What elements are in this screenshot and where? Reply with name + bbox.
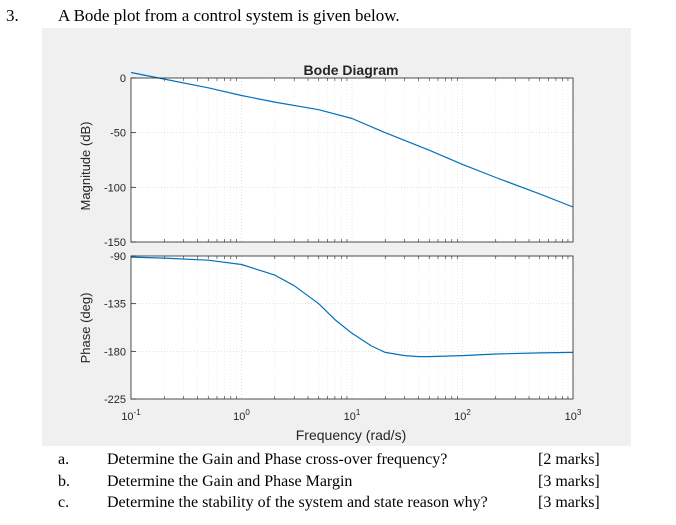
sub-question-marks: [2 marks] bbox=[538, 451, 600, 468]
sub-question-label: b. bbox=[58, 473, 70, 490]
question-text: A Bode plot from a control system is giv… bbox=[58, 6, 400, 25]
x-tick-label: 102 bbox=[454, 408, 471, 423]
sub-question-text: Determine the Gain and Phase Margin bbox=[107, 473, 353, 490]
sub-question-a: a. Determine the Gain and Phase cross-ov… bbox=[0, 451, 676, 472]
sub-question-text: Determine the stability of the system an… bbox=[107, 494, 488, 511]
phase-y-tick-label: -135 bbox=[104, 299, 126, 311]
phase-axes-box bbox=[130, 255, 574, 400]
x-tick-label: 103 bbox=[565, 408, 582, 423]
magnitude-y-label: Magnitude (dB) bbox=[78, 122, 93, 211]
question-number: 3. bbox=[6, 6, 19, 25]
sub-question-c: c. Determine the stability of the system… bbox=[0, 494, 676, 515]
bode-figure: Bode Diagram Frequency (rad/s) Magnitude… bbox=[42, 28, 631, 446]
x-tick-label: 101 bbox=[344, 408, 361, 423]
x-tick-label: 10-1 bbox=[121, 408, 141, 423]
phase-y-tick-label: -90 bbox=[110, 251, 126, 263]
magnitude-y-tick-label: -150 bbox=[104, 237, 126, 249]
phase-y-tick-label: -225 bbox=[104, 394, 126, 406]
x-axis-label: Frequency (rad/s) bbox=[296, 427, 406, 443]
sub-question-text: Determine the Gain and Phase cross-over … bbox=[107, 451, 448, 468]
bode-diagram: Bode Diagram Frequency (rad/s) Magnitude… bbox=[78, 62, 582, 443]
magnitude-y-tick-label: 0 bbox=[120, 73, 126, 85]
phase-plot-area bbox=[131, 256, 573, 399]
magnitude-series-line bbox=[130, 71, 574, 208]
sub-question-b: b. Determine the Gain and Phase Margin [… bbox=[0, 473, 676, 494]
sub-question-marks: [3 marks] bbox=[538, 473, 600, 490]
phase-y-tick-label: -180 bbox=[104, 346, 126, 358]
magnitude-axes-box bbox=[130, 77, 574, 243]
magnitude-y-tick-label: -100 bbox=[104, 182, 126, 194]
sub-question-label: a. bbox=[58, 451, 70, 468]
phase-series-line bbox=[130, 256, 574, 358]
phase-y-label: Phase (deg) bbox=[78, 293, 93, 364]
magnitude-y-tick-label: -50 bbox=[110, 128, 126, 140]
chart-title: Bode Diagram bbox=[304, 62, 399, 78]
sub-question-marks: [3 marks] bbox=[538, 494, 600, 511]
x-tick-label: 100 bbox=[233, 408, 250, 423]
sub-question-label: c. bbox=[58, 494, 70, 511]
